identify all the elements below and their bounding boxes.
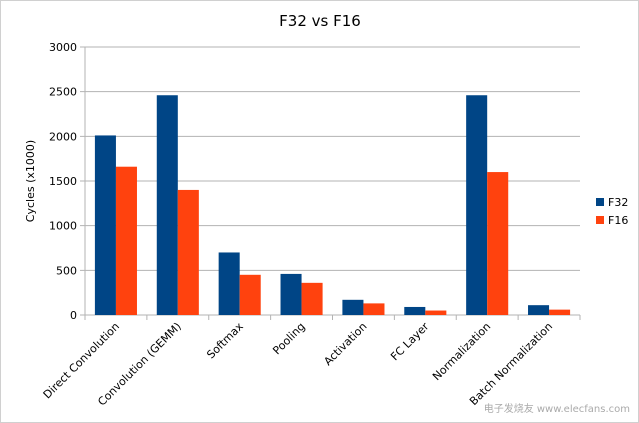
bar [425,310,447,315]
bar [466,95,488,316]
chart-title: F32 vs F16 [279,12,361,30]
bar [280,273,302,315]
bar [487,172,509,315]
legend-label: F16 [608,214,628,227]
y-axis-label: Cycles (x1000) [24,140,37,222]
legend-label: F32 [608,196,628,209]
y-tick-label: 2000 [49,130,77,143]
y-tick-label: 1000 [49,220,77,233]
watermark: 电子发烧友 www.elecfans.com [484,402,630,415]
y-tick-label: 1500 [49,175,77,188]
bar [239,274,261,315]
bar [363,303,385,315]
bar [177,189,199,315]
bar [549,309,571,315]
y-tick-label: 3000 [49,41,77,54]
y-tick-label: 0 [70,309,77,322]
bar [528,305,550,315]
bar [115,166,137,315]
bar [156,95,178,316]
bar [342,299,364,315]
legend-swatch [596,198,604,206]
bar [94,135,116,315]
legend-swatch [596,216,604,224]
y-tick-label: 2500 [49,86,77,99]
y-tick-label: 500 [56,264,77,277]
bar [218,252,240,315]
bar [301,282,323,315]
bar [404,306,426,315]
